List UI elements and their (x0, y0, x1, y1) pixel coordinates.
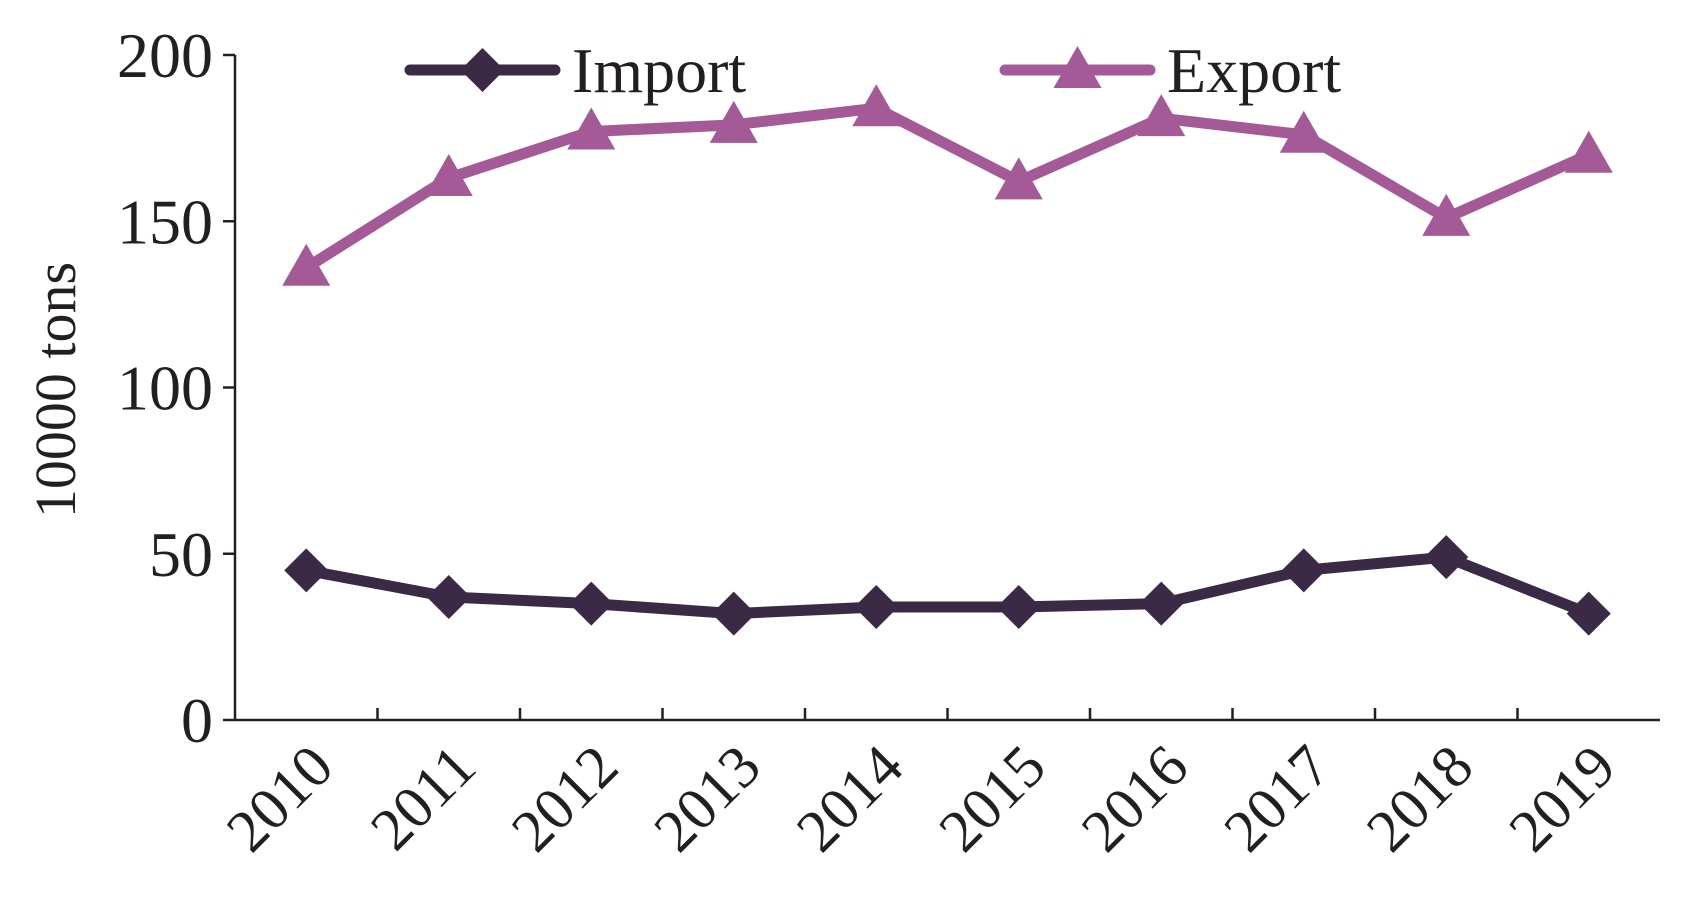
x-tick-label: 2015 (926, 733, 1058, 865)
export-point (567, 107, 616, 150)
import-point (1424, 535, 1469, 580)
export-line (300, 102, 1595, 274)
legend-marker (1053, 46, 1102, 88)
import-point (569, 581, 614, 626)
x-tick-label: 2011 (358, 733, 488, 863)
export-point (994, 157, 1043, 200)
y-tick-label: 200 (117, 20, 213, 91)
x-axis-ticks: 2010 2011 2012 2013 2014 2015 2016 2017 2018 2019 (214, 708, 1628, 864)
x-tick-label: 2016 (1069, 733, 1201, 865)
import-point (1566, 591, 1611, 636)
export-point (282, 243, 331, 286)
export-point (1564, 130, 1613, 173)
import-point (426, 574, 471, 619)
legend-label: Export (1167, 35, 1341, 106)
x-tick-label: 2018 (1354, 733, 1486, 865)
legend-marker (460, 48, 505, 92)
legend: Import Export (404, 35, 1341, 106)
y-tick-label: 150 (117, 186, 213, 257)
import-point (996, 584, 1041, 629)
series-layer (282, 84, 1613, 636)
export-point (424, 154, 473, 197)
import-point (711, 591, 756, 636)
y-tick-label: 0 (181, 685, 213, 756)
export-series (282, 84, 1613, 286)
x-tick-label: 2013 (641, 733, 773, 865)
export-point (1422, 193, 1471, 236)
x-tick-label: 2019 (1496, 733, 1628, 865)
x-tick-label: 2014 (784, 733, 916, 865)
y-axis-title: 10000 tons (23, 262, 88, 518)
export-point (852, 84, 901, 127)
legend-item-export: Export (999, 35, 1341, 106)
x-tick-label: 2012 (499, 733, 631, 865)
x-tick-label: 2010 (214, 733, 346, 865)
y-axis-ticks: 0 50 100 150 200 (117, 20, 235, 756)
x-tick-label: 2017 (1211, 733, 1343, 865)
import-point (284, 548, 329, 593)
export-point (1279, 110, 1328, 153)
y-tick-label: 50 (149, 519, 213, 590)
import-point (1281, 548, 1326, 593)
import-point (854, 584, 899, 629)
import-point (1139, 581, 1184, 626)
import-series (284, 535, 1611, 636)
y-tick-label: 100 (117, 353, 213, 424)
legend-label: Import (572, 35, 746, 106)
legend-item-import: Import (404, 35, 746, 106)
export-point (709, 100, 758, 143)
export-point (1137, 94, 1186, 137)
import-line (300, 551, 1595, 620)
